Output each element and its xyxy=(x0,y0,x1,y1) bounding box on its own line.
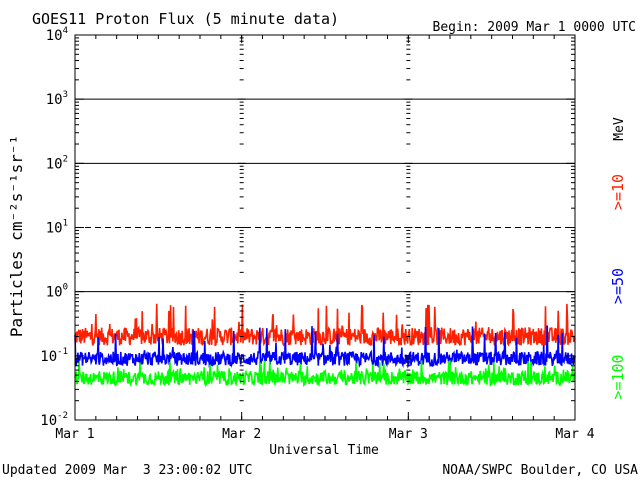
plot-frame xyxy=(74,34,576,421)
series-line-0 xyxy=(74,303,576,348)
x-tick-label: Mar 3 xyxy=(389,427,428,442)
y-tick-label: 102 xyxy=(46,154,68,172)
x-axis-label: Universal Time xyxy=(269,443,379,458)
x-tick-label: Mar 1 xyxy=(55,427,94,442)
y-tick-label: 10-2 xyxy=(40,411,68,429)
y-axis-label: Particles cm⁻²s⁻¹sr⁻¹ xyxy=(7,135,26,337)
y-tick-label: 103 xyxy=(46,90,68,108)
tick-marks xyxy=(74,34,576,421)
begin-label: Begin: 2009 Mar 1 0000 UTC xyxy=(433,20,637,35)
chart-title: GOES11 Proton Flux (5 minute data) xyxy=(32,10,339,28)
x-tick-labels: Mar 1 Mar 2 Mar 3 Mar 4 xyxy=(55,427,594,442)
threshold-lines xyxy=(75,98,575,293)
y-tick-label: 10-1 xyxy=(40,347,68,365)
updated-timestamp: Updated 2009 Mar 3 23:00:02 UTC xyxy=(2,463,252,478)
y-tick-labels: 104 103 102 101 100 10-1 10-2 xyxy=(40,26,68,429)
legend-ge10: >=10 xyxy=(609,174,627,210)
series-line-2 xyxy=(74,360,576,388)
y-tick-label: 101 xyxy=(46,219,68,237)
source-credit: NOAA/SWPC Boulder, CO USA xyxy=(442,463,638,478)
y-tick-label: 100 xyxy=(46,283,68,301)
x-tick-label: Mar 4 xyxy=(555,427,594,442)
y-tick-label: 104 xyxy=(46,26,68,44)
x-tick-label: Mar 2 xyxy=(222,427,261,442)
legend-ge100: >=100 xyxy=(609,354,627,399)
series-line-1 xyxy=(74,325,576,369)
legend-ge50: >=50 xyxy=(609,268,627,304)
series-layer xyxy=(74,303,576,388)
unit-label: MeV xyxy=(612,117,627,141)
